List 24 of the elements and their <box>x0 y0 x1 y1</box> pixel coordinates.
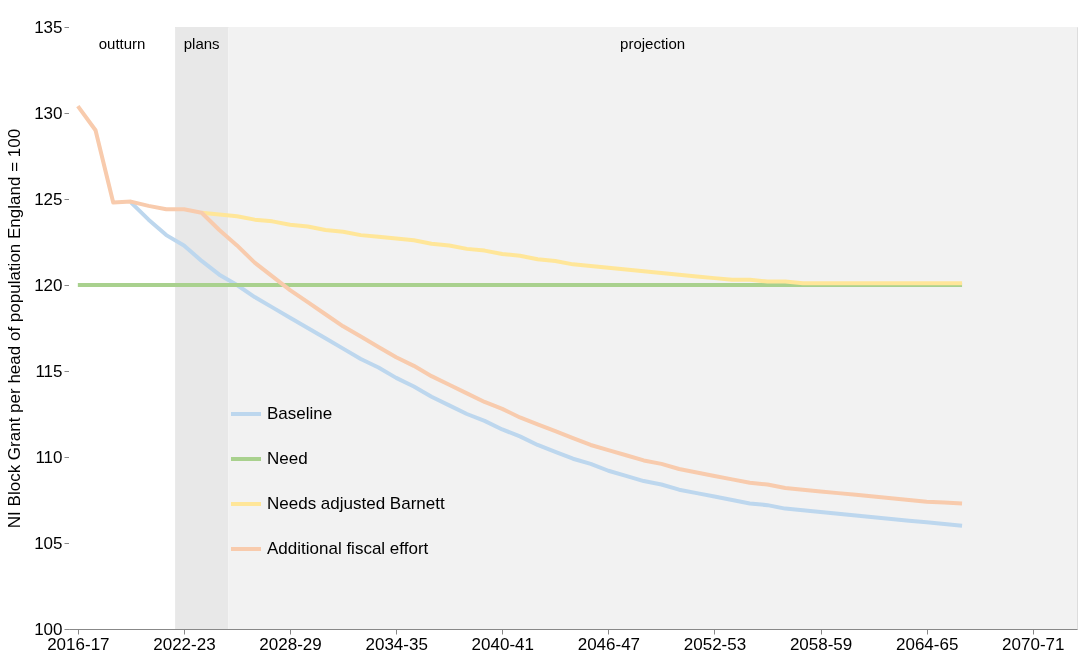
legend-label: Additional fiscal effort <box>267 539 429 558</box>
y-tick-label: 125 <box>34 189 63 209</box>
x-tick-label: 2070-71 <box>1002 634 1065 654</box>
x-tick-label: 2064-65 <box>895 634 959 654</box>
y-tick-label: 135 <box>34 17 63 37</box>
x-tick-label: 2058-59 <box>789 634 853 654</box>
legend-label: Need <box>267 449 308 468</box>
x-tick-label: 2028-29 <box>259 634 322 654</box>
y-tick-label: 115 <box>35 361 63 381</box>
legend-label: Baseline <box>267 404 333 423</box>
y-tick-label: 120 <box>34 275 63 295</box>
x-tick-label: 2040-41 <box>471 634 534 654</box>
y-tick-label: 110 <box>35 447 63 467</box>
x-tick-label: 2022-23 <box>153 634 216 654</box>
text: plans <box>183 35 220 52</box>
text: projection <box>620 35 686 52</box>
x-tick-label: 2034-35 <box>365 634 428 654</box>
y-axis-title: NI Block Grant per head of population England = 100 <box>5 128 25 529</box>
y-tick-label: 130 <box>34 103 63 123</box>
y-tick-label: 105 <box>34 533 63 553</box>
x-tick-label: 2046-47 <box>577 634 641 654</box>
text: outturn <box>98 35 146 52</box>
legend-label: Needs adjusted Barnett <box>267 494 445 513</box>
x-tick-label: 2052-53 <box>683 634 747 654</box>
